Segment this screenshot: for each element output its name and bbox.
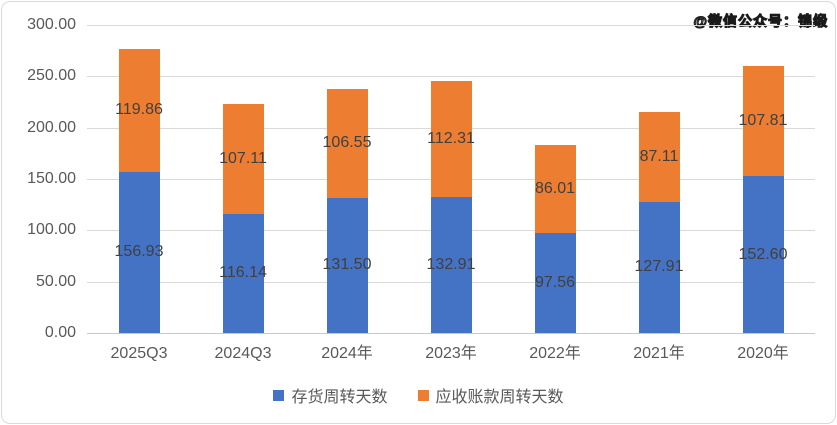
value-label: 132.91 — [426, 255, 476, 273]
value-label: 112.31 — [427, 129, 475, 147]
bar-segment-inventory — [742, 176, 784, 333]
y-axis-tick-label: 200.00 — [27, 118, 76, 136]
value-label: 87.11 — [639, 147, 679, 165]
y-axis-tick-label: 150.00 — [27, 170, 76, 187]
y-axis-tick-label: 300.00 — [27, 16, 76, 33]
x-axis-tick-label: 2021年 — [633, 345, 685, 362]
bar-segment-receivable — [326, 88, 368, 198]
gridline-300.00 — [87, 25, 815, 26]
bar-segment-receivable — [222, 103, 264, 214]
bar-segment-inventory — [430, 196, 472, 333]
bar-segment-receivable — [638, 112, 680, 202]
value-label: 156.93 — [114, 243, 164, 261]
bar-segment-inventory — [222, 213, 264, 333]
value-label: 116.14 — [219, 264, 267, 282]
y-axis-tick-label: 0.00 — [44, 324, 76, 341]
legend-swatch-icon — [273, 389, 285, 401]
bar-segment-inventory — [118, 171, 160, 333]
value-label: 106.55 — [322, 134, 372, 152]
bar-segment-inventory — [326, 197, 368, 333]
legend: 存货周转天数 应收账款周转天数 — [2, 383, 835, 407]
x-axis-tick-label: 2020年 — [737, 345, 789, 362]
gridline-0.00 — [87, 333, 815, 334]
bar-segment-inventory — [638, 201, 680, 333]
value-label: 86.01 — [534, 179, 576, 197]
value-label: 119.86 — [115, 101, 163, 119]
gridline-250.00 — [87, 76, 815, 78]
y-axis-tick-label: 50.00 — [35, 272, 76, 290]
bar-segment-receivable — [118, 48, 160, 172]
legend-label: 存货周转天数 — [291, 389, 388, 406]
legend-item: 存货周转天数 — [273, 383, 388, 407]
y-axis-tick-label: 100.00 — [27, 221, 76, 239]
value-label: 107.81 — [738, 111, 788, 129]
x-axis-tick-label: 2022年 — [529, 345, 581, 362]
legend-swatch-icon — [417, 389, 429, 401]
x-axis-tick-label: 2025Q3 — [110, 345, 168, 362]
value-label: 127.91 — [634, 258, 684, 276]
legend-item: 应收账款周转天数 — [417, 383, 564, 407]
value-label: 107.11 — [219, 149, 267, 167]
bar-segment-receivable — [534, 144, 576, 233]
bar-segment-receivable — [742, 65, 784, 177]
value-label: 131.50 — [322, 256, 372, 274]
value-label: 152.60 — [738, 245, 788, 263]
bar-segment-inventory — [534, 232, 576, 333]
bar-segment-receivable — [430, 81, 472, 197]
y-axis-tick-label: 250.00 — [27, 67, 76, 85]
value-label: 97.56 — [534, 273, 576, 291]
x-axis-tick-label: 2024Q3 — [214, 345, 272, 362]
x-axis-tick-label: 2023年 — [425, 345, 477, 362]
legend-label: 应收账款周转天数 — [435, 389, 564, 406]
x-axis-tick-label: 2024年 — [321, 345, 373, 362]
